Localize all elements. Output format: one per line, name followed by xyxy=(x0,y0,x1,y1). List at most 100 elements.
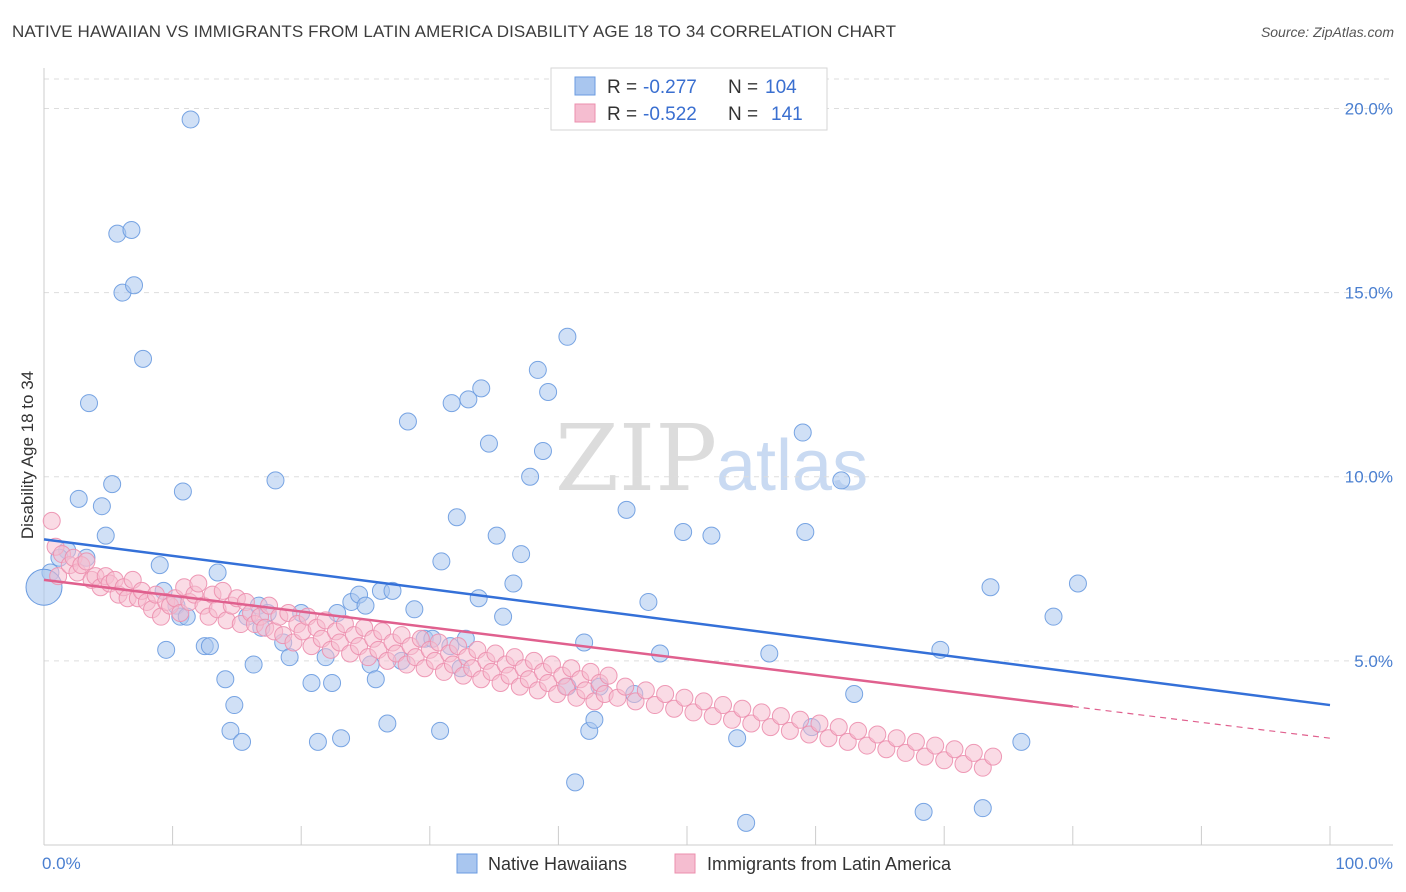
legend-n-label-blue: N = xyxy=(728,77,758,98)
data-point xyxy=(829,718,848,737)
legend-r-value-blue: -0.277 xyxy=(643,77,697,98)
data-point xyxy=(636,681,655,700)
watermark: ZIP atlas xyxy=(555,405,868,512)
data-point xyxy=(626,692,645,711)
data-point xyxy=(157,640,176,659)
data-point xyxy=(935,751,954,770)
y-tick-label: 10.0% xyxy=(1345,468,1393,487)
data-point xyxy=(877,740,896,759)
data-point xyxy=(617,500,636,519)
data-point xyxy=(703,707,722,726)
legend-swatch-pink xyxy=(574,103,596,123)
data-point xyxy=(984,747,1003,766)
legend-n-label-pink: N = xyxy=(728,104,758,125)
trendlines xyxy=(43,538,1331,739)
data-point xyxy=(181,110,200,129)
data-point xyxy=(964,743,983,762)
source-label: Source: ZipAtlas.com xyxy=(1260,24,1394,40)
data-point xyxy=(858,736,877,755)
data-point xyxy=(973,758,992,777)
data-point xyxy=(542,655,561,674)
data-point xyxy=(791,710,810,729)
data-point xyxy=(244,655,263,674)
legend-bottom: Native Hawaiians Immigrants from Latin A… xyxy=(456,853,952,874)
data-point xyxy=(208,563,227,582)
legend-bottom-label-pink: Immigrants from Latin America xyxy=(707,854,952,874)
data-point xyxy=(302,673,321,692)
data-point xyxy=(387,644,406,663)
data-point xyxy=(472,379,491,398)
data-point xyxy=(378,714,397,733)
data-point xyxy=(973,799,992,818)
grid xyxy=(44,78,1393,662)
y-tick-labels: 5.0% 10.0% 15.0% 20.0% xyxy=(1345,99,1393,670)
data-point xyxy=(221,721,240,740)
legend-r-label-pink: R = xyxy=(607,104,637,125)
data-point xyxy=(838,732,857,751)
data-point xyxy=(906,732,925,751)
data-point xyxy=(122,220,141,239)
y-axis-title: Disability Age 18 to 34 xyxy=(18,371,37,539)
axes xyxy=(43,68,1393,846)
data-point xyxy=(405,600,424,619)
data-point xyxy=(373,622,392,641)
data-point xyxy=(832,471,851,490)
x-tick-label-min: 0.0% xyxy=(42,854,81,873)
data-point xyxy=(432,552,451,571)
data-point xyxy=(96,526,115,545)
legend-swatch-blue xyxy=(574,76,596,96)
data-point xyxy=(443,655,462,674)
data-point xyxy=(429,633,448,652)
data-point xyxy=(761,718,780,737)
data-point xyxy=(645,696,664,715)
data-point xyxy=(479,434,498,453)
data-point xyxy=(684,703,703,722)
data-point xyxy=(796,522,815,541)
data-point xyxy=(650,644,669,663)
data-point xyxy=(494,607,513,626)
data-point xyxy=(383,581,402,600)
data-point xyxy=(557,677,576,696)
data-point xyxy=(954,754,973,773)
data-point xyxy=(819,729,838,748)
legend-bottom-label-blue: Native Hawaiians xyxy=(488,854,627,874)
data-point xyxy=(69,489,88,508)
y-tick-label: 5.0% xyxy=(1354,652,1393,671)
data-point xyxy=(539,383,558,402)
data-point xyxy=(849,721,868,740)
data-point xyxy=(512,545,531,564)
data-point xyxy=(656,685,675,704)
data-point xyxy=(332,729,351,748)
data-point xyxy=(616,677,635,696)
data-point xyxy=(459,390,478,409)
data-point xyxy=(487,526,506,545)
data-point xyxy=(447,508,466,527)
data-point xyxy=(173,482,192,501)
watermark-atlas: atlas xyxy=(716,426,868,506)
data-point xyxy=(500,666,519,685)
data-point xyxy=(639,592,658,611)
data-point xyxy=(1044,607,1063,626)
data-point xyxy=(1068,574,1087,593)
legend-top: R = -0.277 N = 104 R = -0.522 N = 141 xyxy=(550,67,828,131)
data-point xyxy=(504,574,523,593)
data-point xyxy=(533,441,552,460)
data-point xyxy=(675,688,694,707)
legend-r-value-pink: -0.522 xyxy=(643,104,697,125)
data-point xyxy=(810,714,829,733)
trendline xyxy=(43,538,1331,707)
data-point xyxy=(225,696,244,715)
data-point xyxy=(134,349,153,368)
data-point xyxy=(780,721,799,740)
x-tick-label-max: 100.0% xyxy=(1335,854,1393,873)
data-point xyxy=(868,725,887,744)
data-point xyxy=(915,747,934,766)
data-point xyxy=(926,736,945,755)
data-point xyxy=(752,703,771,722)
data-point xyxy=(330,633,349,652)
data-point xyxy=(366,670,385,689)
data-point xyxy=(585,710,604,729)
data-point xyxy=(266,471,285,490)
legend-r-label-blue: R = xyxy=(607,77,637,98)
data-point xyxy=(200,637,219,656)
